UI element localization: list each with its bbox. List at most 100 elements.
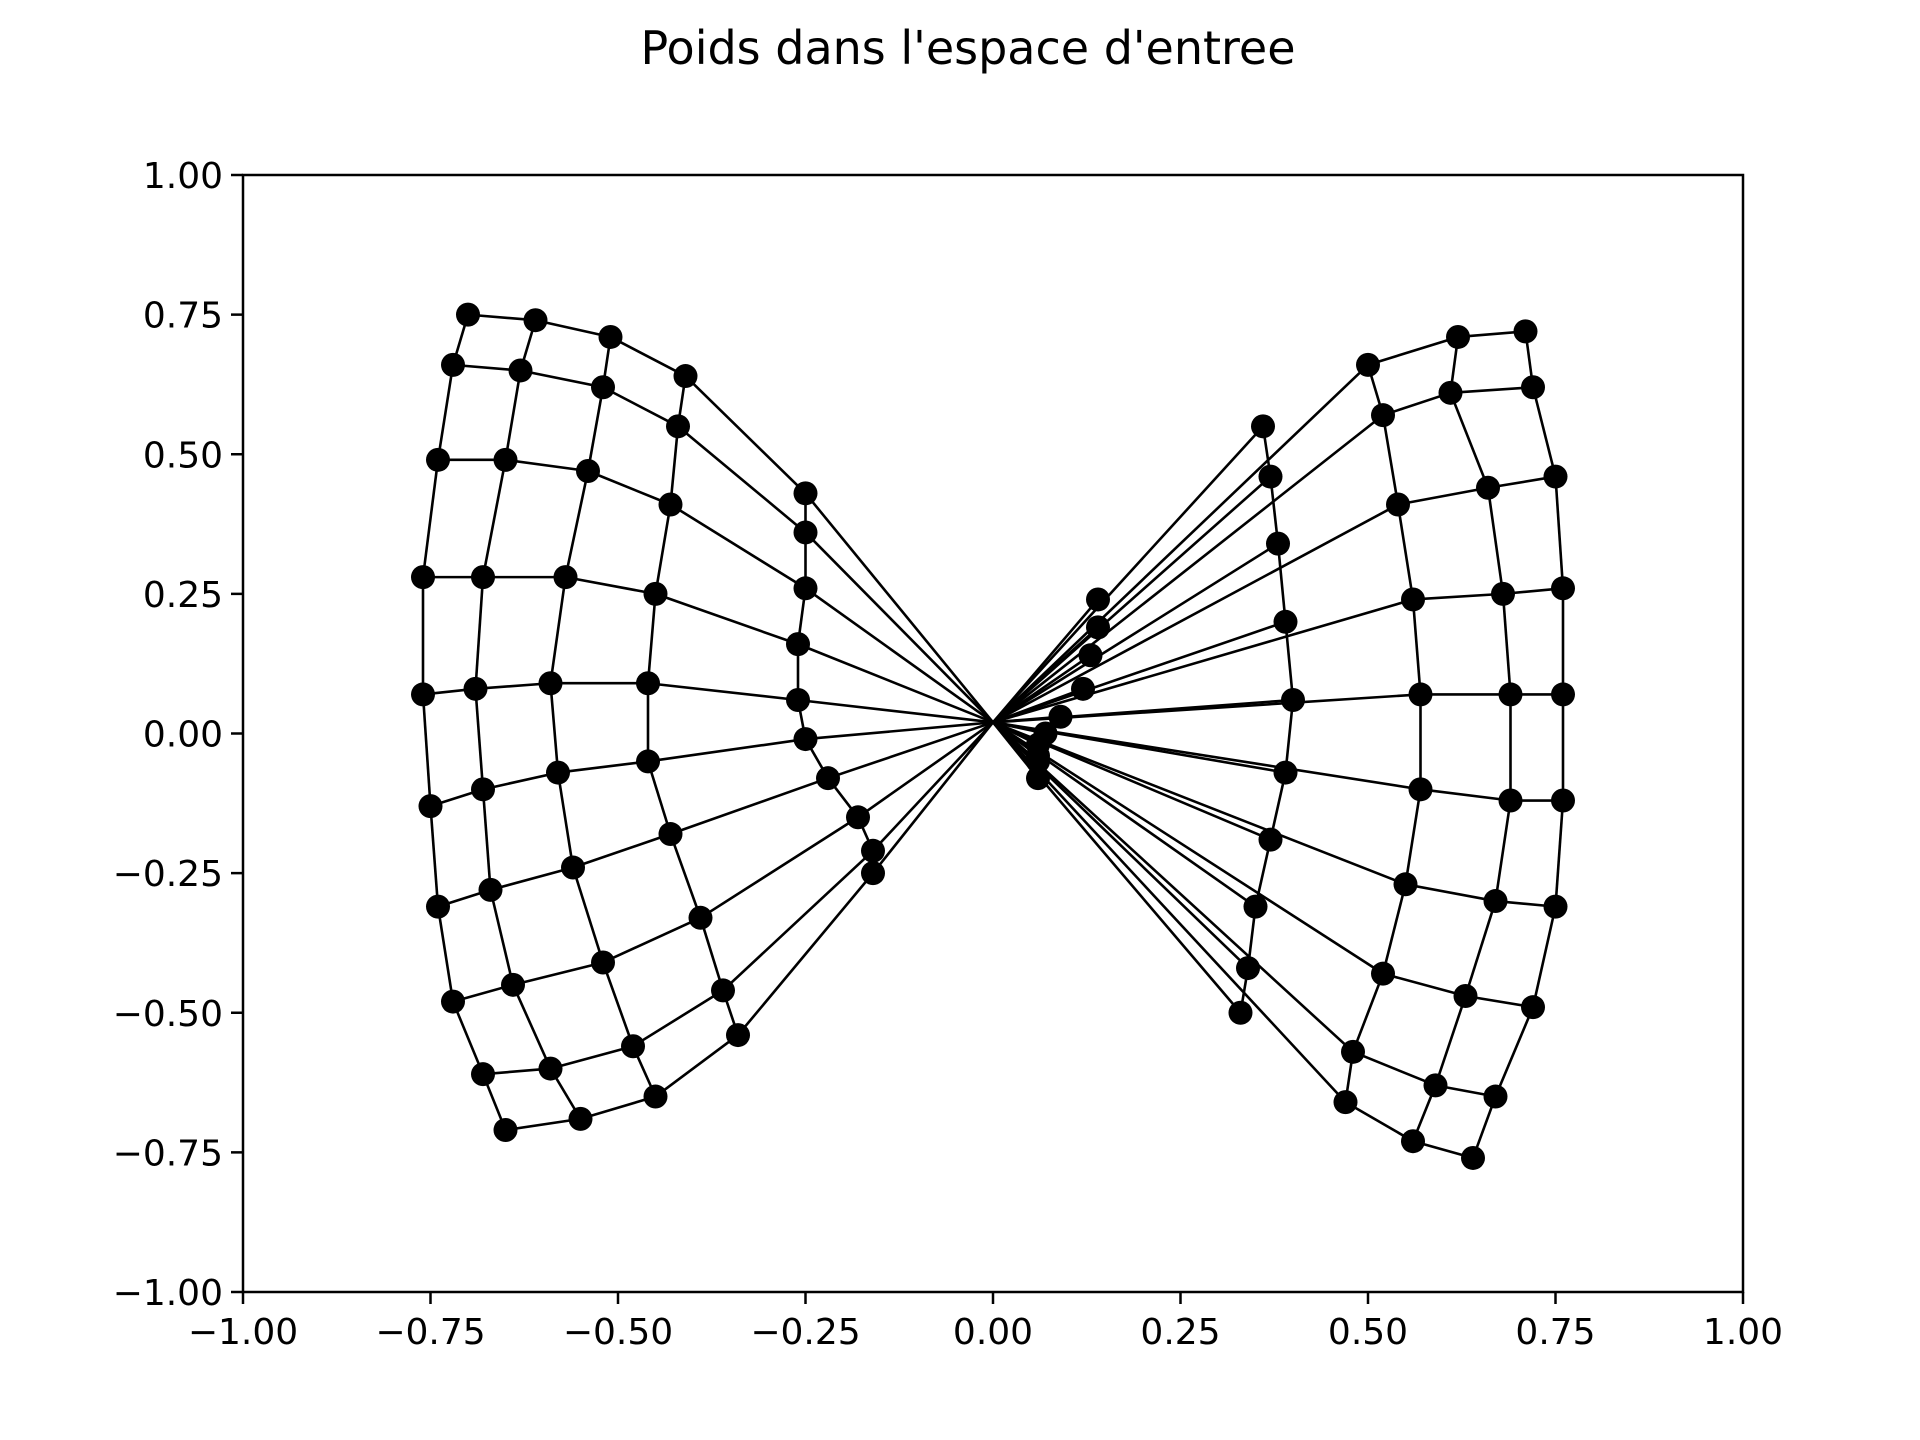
weight-point bbox=[1243, 894, 1268, 919]
weight-point bbox=[478, 877, 503, 902]
weight-point bbox=[568, 1106, 593, 1131]
weight-point bbox=[1483, 1084, 1508, 1109]
mesh-line-v bbox=[646, 761, 672, 835]
mesh-line-v bbox=[436, 364, 455, 461]
weight-point bbox=[846, 805, 870, 830]
mesh-line-v bbox=[1284, 699, 1295, 773]
weight-point bbox=[1513, 319, 1538, 344]
mesh-line-h bbox=[677, 425, 807, 534]
mesh-line-h bbox=[1450, 385, 1534, 395]
mesh-line-h bbox=[1397, 486, 1489, 506]
weight-point bbox=[471, 565, 495, 590]
mesh-line-v bbox=[429, 806, 440, 907]
weight-point bbox=[1356, 352, 1380, 377]
mesh-line-v bbox=[571, 867, 605, 963]
weight-point bbox=[1026, 766, 1050, 791]
mesh-line-v bbox=[1449, 392, 1490, 489]
weight-point bbox=[1521, 995, 1545, 1020]
mesh-line-center bbox=[797, 698, 994, 724]
weight-point bbox=[1026, 749, 1050, 774]
weight-point bbox=[493, 447, 518, 472]
x-tick-label: −1.00 bbox=[188, 1312, 298, 1353]
y-tick-label: −0.25 bbox=[113, 854, 223, 895]
weight-point bbox=[1453, 983, 1478, 1008]
mesh-line-v bbox=[481, 459, 507, 578]
weight-point bbox=[1408, 777, 1433, 802]
x-tick-label: 1.00 bbox=[1703, 1312, 1783, 1353]
mesh-line-h bbox=[602, 916, 702, 964]
mesh-line-center bbox=[797, 642, 994, 724]
mesh-line-h bbox=[1420, 788, 1511, 802]
mesh-line-h bbox=[1412, 592, 1504, 601]
mesh-line-h bbox=[1382, 972, 1466, 998]
x-tick-label: 0.75 bbox=[1515, 1312, 1595, 1353]
mesh-line-center bbox=[992, 620, 1286, 724]
mesh-line-h bbox=[647, 681, 799, 702]
mesh-line-v bbox=[421, 459, 440, 578]
weight-point bbox=[1273, 760, 1298, 785]
weight-point bbox=[1266, 531, 1290, 556]
weight-point bbox=[1086, 615, 1110, 640]
weight-point bbox=[418, 794, 443, 819]
weight-point bbox=[501, 972, 525, 997]
weight-point bbox=[1371, 961, 1395, 986]
mesh-line-center bbox=[992, 475, 1272, 724]
weight-point bbox=[1483, 889, 1508, 914]
mesh-line-h bbox=[1405, 883, 1496, 903]
weight-point bbox=[1273, 609, 1298, 634]
mesh-line-h bbox=[535, 318, 611, 339]
weight-point bbox=[1048, 704, 1073, 729]
mesh-line-v bbox=[1554, 476, 1565, 589]
weight-point bbox=[643, 581, 668, 606]
weight-point bbox=[576, 459, 600, 484]
weight-point bbox=[591, 375, 615, 400]
weight-point bbox=[493, 1118, 518, 1143]
mesh-line-h bbox=[520, 369, 604, 389]
weight-point bbox=[1423, 1073, 1448, 1098]
mesh-line-h bbox=[550, 1045, 634, 1070]
weight-point bbox=[1401, 1129, 1425, 1154]
mesh-line-center bbox=[992, 598, 1414, 724]
mesh-line-h bbox=[722, 849, 874, 992]
mesh-line-h bbox=[580, 1095, 656, 1121]
mesh-line-h bbox=[669, 503, 807, 590]
weight-point bbox=[1236, 956, 1260, 981]
mesh-line-v bbox=[1464, 900, 1497, 997]
mesh-line-v bbox=[586, 387, 605, 472]
weight-point bbox=[471, 1062, 495, 1087]
mesh-line-h bbox=[654, 1034, 739, 1098]
mesh-line-center bbox=[872, 721, 994, 852]
mesh-line-h bbox=[512, 961, 604, 987]
mesh-line-center bbox=[992, 721, 1406, 886]
mesh-line-h bbox=[505, 1117, 581, 1132]
mesh-line-h bbox=[609, 335, 687, 378]
mesh-line-v bbox=[1276, 543, 1287, 622]
mesh-line-v bbox=[556, 772, 575, 868]
weight-point bbox=[636, 749, 660, 774]
weight-points bbox=[411, 302, 1575, 1170]
mesh-line-center bbox=[992, 503, 1399, 724]
weight-point bbox=[1371, 403, 1395, 428]
weight-point bbox=[591, 950, 615, 975]
weight-point bbox=[1393, 872, 1418, 897]
mesh-line-center bbox=[992, 542, 1279, 724]
weight-point bbox=[1258, 827, 1283, 852]
weight-point bbox=[1521, 375, 1545, 400]
mesh-line-center bbox=[871, 721, 995, 874]
mesh-line-h bbox=[572, 832, 671, 869]
mesh-line-v bbox=[549, 683, 560, 773]
mesh-line-center bbox=[804, 492, 995, 724]
mesh-line-center bbox=[992, 721, 1384, 975]
mesh-line-v bbox=[451, 1001, 485, 1075]
weight-point bbox=[598, 324, 623, 349]
mesh-line-v bbox=[1494, 800, 1512, 902]
x-tick-label: −0.75 bbox=[375, 1312, 485, 1353]
mesh-line-center bbox=[992, 414, 1384, 724]
mesh-line-h bbox=[557, 760, 649, 774]
mesh-line-center bbox=[804, 587, 994, 724]
weight-point bbox=[1281, 687, 1305, 712]
mesh-line-h bbox=[587, 469, 671, 506]
y-tick-label: −0.75 bbox=[113, 1133, 223, 1174]
weight-point bbox=[643, 1084, 668, 1109]
mesh-line-h bbox=[737, 872, 874, 1036]
